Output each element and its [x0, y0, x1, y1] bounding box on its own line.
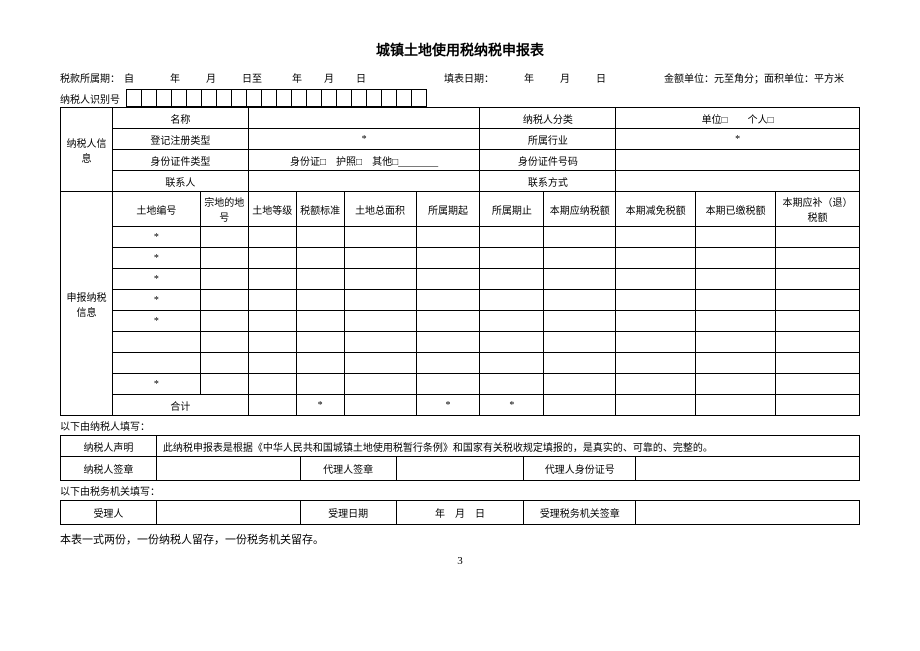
- col-paid: 本期已缴税额: [696, 192, 776, 227]
- fill-date-label: 填表日期：: [444, 70, 494, 85]
- year3: 年: [524, 70, 534, 85]
- col-area: 土地总面积: [344, 192, 416, 227]
- name-label: 名称: [112, 108, 248, 129]
- cell[interactable]: *: [112, 311, 200, 332]
- agent-sign-field[interactable]: [396, 457, 524, 481]
- col-period-from: 所属期起: [416, 192, 480, 227]
- total-rate: *: [296, 395, 344, 416]
- taxpayer-id-label: 纳税人识别号: [60, 91, 120, 106]
- id-num-field[interactable]: [616, 150, 860, 171]
- cell[interactable]: *: [112, 269, 200, 290]
- table-row[interactable]: [61, 332, 860, 353]
- id-type-field[interactable]: 身份证□ 护照□ 其他□________: [248, 150, 480, 171]
- id-num-label: 身份证件号码: [480, 150, 616, 171]
- reg-type-field[interactable]: *: [248, 129, 480, 150]
- taxpayer-info-table: 纳税人信息 名称 纳税人分类 单位□ 个人□ 登记注册类型 * 所属行业 * 身…: [60, 107, 860, 416]
- table-row[interactable]: *: [61, 290, 860, 311]
- cell[interactable]: *: [112, 374, 200, 395]
- tax-section-label: 以下由税务机关填写：: [60, 483, 860, 498]
- table-row[interactable]: *: [61, 248, 860, 269]
- id-type-label: 身份证件类型: [112, 150, 248, 171]
- filler-table: 纳税人声明 此纳税申报表是根据《中华人民共和国城镇土地使用税暂行条例》和国家有关…: [60, 435, 860, 481]
- total-label: 合计: [112, 395, 248, 416]
- col-rate: 税额标准: [296, 192, 344, 227]
- tax-office-sign-field[interactable]: [636, 501, 860, 525]
- filler-section-label: 以下由纳税人填写：: [60, 418, 860, 433]
- table-row[interactable]: *: [61, 374, 860, 395]
- name-field[interactable]: [248, 108, 480, 129]
- col-parcel: 宗地的地号: [200, 192, 248, 227]
- agent-id-field[interactable]: [636, 457, 860, 481]
- declaration-text: 此纳税申报表是根据《中华人民共和国城镇土地使用税暂行条例》和国家有关税收规定填报…: [156, 436, 859, 457]
- header-line: 税款所属期： 自 年 月 日至 年 月 日 填表日期： 年 月 日 金额单位：元…: [60, 70, 860, 85]
- class-field[interactable]: 单位□ 个人□: [616, 108, 860, 129]
- form-title: 城镇土地使用税纳税申报表: [60, 40, 860, 60]
- table-row[interactable]: [61, 353, 860, 374]
- month1: 月: [206, 70, 216, 85]
- agent-id-label: 代理人身份证号: [524, 457, 636, 481]
- table-row[interactable]: *: [61, 227, 860, 248]
- taxpayer-info-label: 纳税人信息: [61, 108, 113, 192]
- declare-info-label: 申报纳税信息: [61, 192, 113, 416]
- reg-type-label: 登记注册类型: [112, 129, 248, 150]
- taxpayer-id-cells[interactable]: [126, 89, 427, 107]
- table-row[interactable]: *: [61, 311, 860, 332]
- footer-note: 本表一式两份，一份纳税人留存，一份税务机关留存。: [60, 531, 860, 547]
- col-refund: 本期应补（退）税额: [776, 192, 860, 227]
- period-from: 自: [124, 70, 134, 85]
- page-number: 3: [60, 555, 860, 567]
- tax-office-table: 受理人 受理日期 年 月 日 受理税务机关签章: [60, 500, 860, 525]
- receive-date-field[interactable]: 年 月 日: [396, 501, 524, 525]
- month2: 月: [324, 70, 334, 85]
- contact-way-field[interactable]: [616, 171, 860, 192]
- col-payable: 本期应纳税额: [544, 192, 616, 227]
- day-to: 日至: [242, 70, 262, 85]
- receiver-label: 受理人: [61, 501, 157, 525]
- cell[interactable]: *: [112, 227, 200, 248]
- cell[interactable]: *: [112, 290, 200, 311]
- year1: 年: [170, 70, 180, 85]
- table-row[interactable]: *: [61, 269, 860, 290]
- receive-date-label: 受理日期: [300, 501, 396, 525]
- total-pt: *: [480, 395, 544, 416]
- day2: 日: [356, 70, 366, 85]
- contact-way-label: 联系方式: [480, 171, 616, 192]
- sign-field[interactable]: [156, 457, 300, 481]
- unit-label: 金额单位：元至角分；面积单位：平方米: [664, 70, 844, 85]
- declare-header-row: 申报纳税信息 土地编号 宗地的地号 土地等级 税额标准 土地总面积 所属期起 所…: [61, 192, 860, 227]
- declaration-label: 纳税人声明: [61, 436, 157, 457]
- period-label: 税款所属期：: [60, 70, 120, 85]
- industry-label: 所属行业: [480, 129, 616, 150]
- sign-label: 纳税人签章: [61, 457, 157, 481]
- month3: 月: [560, 70, 570, 85]
- total-row: 合计 * * *: [61, 395, 860, 416]
- cell[interactable]: *: [112, 248, 200, 269]
- contact-field[interactable]: [248, 171, 480, 192]
- receiver-field[interactable]: [156, 501, 300, 525]
- contact-label: 联系人: [112, 171, 248, 192]
- col-reduce: 本期减免税额: [616, 192, 696, 227]
- col-period-to: 所属期止: [480, 192, 544, 227]
- total-pf: *: [416, 395, 480, 416]
- col-landno: 土地编号: [112, 192, 200, 227]
- agent-sign-label: 代理人签章: [300, 457, 396, 481]
- industry-field[interactable]: *: [616, 129, 860, 150]
- day3: 日: [596, 70, 606, 85]
- year2: 年: [292, 70, 302, 85]
- col-grade: 土地等级: [248, 192, 296, 227]
- taxpayer-id-row: 纳税人识别号: [60, 89, 860, 107]
- class-label: 纳税人分类: [480, 108, 616, 129]
- tax-office-sign-label: 受理税务机关签章: [524, 501, 636, 525]
